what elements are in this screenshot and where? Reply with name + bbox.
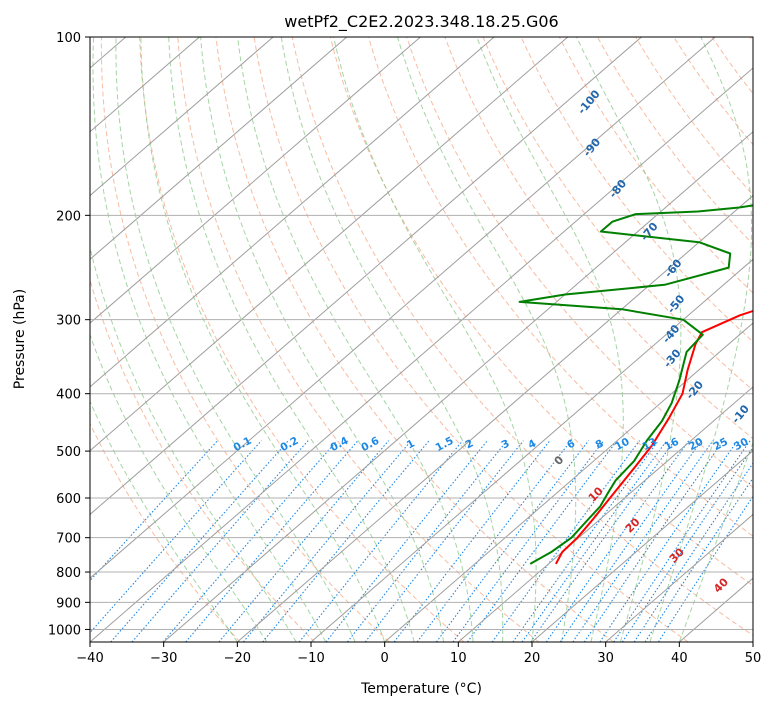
isotherm-line [606, 37, 775, 642]
moist-adiabat-line [281, 37, 502, 642]
moist-adiabat-line [93, 37, 326, 642]
mixing-ratio-line [513, 441, 659, 642]
dry-adiabat-line [62, 37, 315, 642]
moist-adiabat-line [32, 37, 238, 642]
mixing-ratio-line [417, 441, 571, 642]
moist-adiabat-line [238, 37, 474, 642]
isobar-grid [0, 37, 775, 642]
x-tick-label: 30 [597, 651, 614, 666]
moist-adiabat-label: -60 [662, 256, 685, 280]
y-tick-label: 100 [56, 31, 81, 46]
dry-adiabat-label: 40 [711, 575, 731, 595]
dry-adiabat-label: 20 [623, 515, 643, 535]
x-tick-label: −40 [76, 651, 103, 666]
mixing-ratio-line [219, 441, 389, 642]
x-tick-label: 0 [381, 651, 389, 666]
isotherm-line [0, 37, 568, 642]
mixing-ratio-line [82, 441, 262, 642]
moist-adiabat-label: -40 [660, 322, 683, 346]
moist-adiabat-line [116, 37, 355, 642]
mixing-ratio-label: 16 [663, 436, 682, 453]
dry-adiabat-line [598, 37, 775, 642]
y-tick-label: 200 [56, 209, 81, 224]
dry-adiabat-line [521, 37, 775, 642]
mixing-ratio-line [243, 441, 411, 642]
dry-adiabat-line [21, 37, 240, 642]
y-tick-label: 1000 [48, 623, 81, 638]
y-tick-label: 800 [56, 566, 81, 581]
moist-adiabat-label: -10 [729, 402, 752, 426]
mixing-ratio-line [453, 441, 604, 642]
moist-adiabat-line [398, 37, 576, 642]
isotherm-line [0, 37, 641, 642]
y-tick-label: 900 [56, 596, 81, 611]
moist-adiabat-label: -50 [665, 292, 688, 316]
mixing-ratio-label: 1 [405, 437, 417, 451]
isotherm-line [0, 37, 347, 642]
dry-adiabat-line [407, 37, 775, 642]
y-tick-label: 500 [56, 445, 81, 460]
moist-adiabat-label: -90 [581, 135, 604, 159]
mixing-ratio-line [326, 441, 487, 642]
dry-adiabat-line [674, 37, 775, 642]
x-axis-label: Temperature (°C) [360, 681, 482, 697]
isotherm-line [753, 37, 775, 642]
moist-adiabat-line [72, 37, 297, 642]
x-tick-label: −30 [150, 651, 177, 666]
moist-adiabat-label: -100 [575, 87, 603, 117]
mixing-ratio-label: 10 [613, 436, 632, 453]
mixing-ratio-line [299, 441, 463, 642]
dry-adiabat-line [178, 37, 539, 642]
mixing-ratio-label: 25 [711, 436, 730, 453]
mixing-ratio-label: 4 [526, 437, 538, 451]
y-tick-label: 700 [56, 532, 81, 547]
mixing-ratio-label: 3 [500, 437, 512, 451]
mixing-ratio-line [163, 441, 337, 642]
x-tick-label: −20 [224, 651, 251, 666]
moist-adiabat-label: -80 [606, 177, 629, 201]
chart-title: wetPf2_C2E2.2023.348.18.25.G06 [284, 12, 558, 32]
mixing-ratio-line [522, 441, 667, 642]
y-axis-label: Pressure (hPa) [12, 289, 28, 389]
temperature-line [556, 37, 775, 564]
mixing-ratio-label: 30 [732, 436, 751, 453]
line-labels: -100-90-80-70-60-50-40-30-20-10010203040… [232, 87, 772, 595]
mixing-ratio-line [468, 441, 618, 642]
x-tick-label: 50 [745, 651, 762, 666]
mixing-ratio-line [531, 441, 675, 642]
isotherm-line [237, 37, 775, 642]
mixing-ratio-label: 8 [594, 437, 606, 451]
isotherm-line [385, 37, 775, 642]
isotherm-line [458, 37, 775, 642]
mixing-ratio-label: 36 [753, 436, 772, 453]
moist-adiabat-line [51, 37, 267, 642]
dry-adiabat-line [712, 37, 775, 642]
dry-adiabat-line [369, 37, 775, 642]
mixing-ratio-line [365, 441, 523, 642]
x-tick-label: 20 [524, 651, 541, 666]
moist-adiabat-line [334, 37, 536, 642]
dry-adiabat-line [292, 37, 763, 642]
dry-adiabat-line [483, 37, 775, 642]
isotherm-line [0, 37, 199, 642]
moist-adiabat-line [477, 37, 624, 642]
y-tick-label: 300 [56, 314, 81, 329]
mixing-ratio-label: 2 [463, 437, 475, 451]
y-tick-label: 400 [56, 388, 81, 403]
dry-adiabat-line [750, 37, 775, 642]
x-tick-label: −10 [297, 651, 324, 666]
mixing-ratio-label: 20 [687, 436, 706, 453]
plot-frame [90, 37, 753, 642]
x-tick-label: 10 [450, 651, 467, 666]
moist-adiabat-label: -70 [638, 220, 661, 244]
isotherm-line [0, 37, 494, 642]
mixing-ratio-line [111, 441, 289, 642]
axes: −40 −30 −20 −10 0 10 20 30 40 50 100 200 300 400 500 60… [48, 31, 761, 666]
y-tick-label: 600 [56, 492, 81, 507]
x-tick-label: 40 [671, 651, 688, 666]
